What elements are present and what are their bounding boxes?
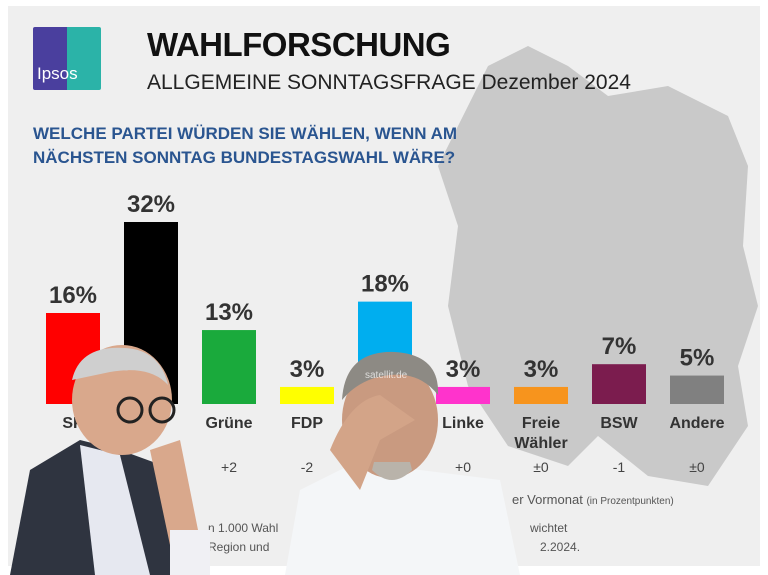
bar-3 xyxy=(280,386,334,404)
data-label: 13% xyxy=(205,299,253,326)
change-note: er Vormonat (in Prozentpunkten) xyxy=(512,492,674,507)
change-label: ±0 xyxy=(533,459,549,475)
data-label: 5% xyxy=(680,345,715,372)
category-label: Linke xyxy=(442,415,484,432)
category-label: Andere xyxy=(669,415,724,432)
bar-7 xyxy=(592,364,646,404)
category-label: Grüne xyxy=(205,415,252,432)
footnote-line1c: wichtet xyxy=(530,521,568,535)
ipsos-logo: Ipsos xyxy=(33,27,101,90)
category-label: Wähler xyxy=(514,435,567,452)
page-subtitle: ALLGEMEINE SONNTAGSFRAGE Dezember 2024 xyxy=(147,71,631,94)
change-label: +0 xyxy=(455,459,471,475)
bar-5 xyxy=(436,386,490,404)
data-label: 18% xyxy=(361,271,409,298)
page-title: WAHLFORSCHUNG xyxy=(147,26,451,63)
category-label: FDP xyxy=(291,415,323,432)
bar-8 xyxy=(670,375,724,404)
change-label: -1 xyxy=(613,459,626,475)
data-label: 32% xyxy=(127,191,175,218)
data-label: 7% xyxy=(602,333,637,360)
data-label: 3% xyxy=(290,356,325,383)
person-photo-right: satellit.de xyxy=(285,351,520,575)
survey-question: WELCHE PARTEI WÜRDEN SIE WÄHLEN, WENN AM… xyxy=(33,124,458,167)
watermark-text: satellit.de xyxy=(365,370,408,381)
footnote-line1b: n 1.000 Wahl xyxy=(208,521,279,535)
footnote-line2b: Region und xyxy=(208,540,270,554)
data-label: 3% xyxy=(446,356,481,383)
change-label: ±0 xyxy=(689,459,705,475)
category-label: BSW xyxy=(600,415,638,432)
change-label: -2 xyxy=(301,459,314,475)
change-label: +2 xyxy=(221,459,237,475)
bar-2 xyxy=(202,330,256,404)
category-label: Freie xyxy=(522,415,560,432)
footnote-line2c: 2.2024. xyxy=(540,540,581,554)
bar-6 xyxy=(514,386,568,404)
data-label: 3% xyxy=(524,356,559,383)
data-label: 16% xyxy=(49,282,97,309)
person-photo-left xyxy=(10,345,210,575)
